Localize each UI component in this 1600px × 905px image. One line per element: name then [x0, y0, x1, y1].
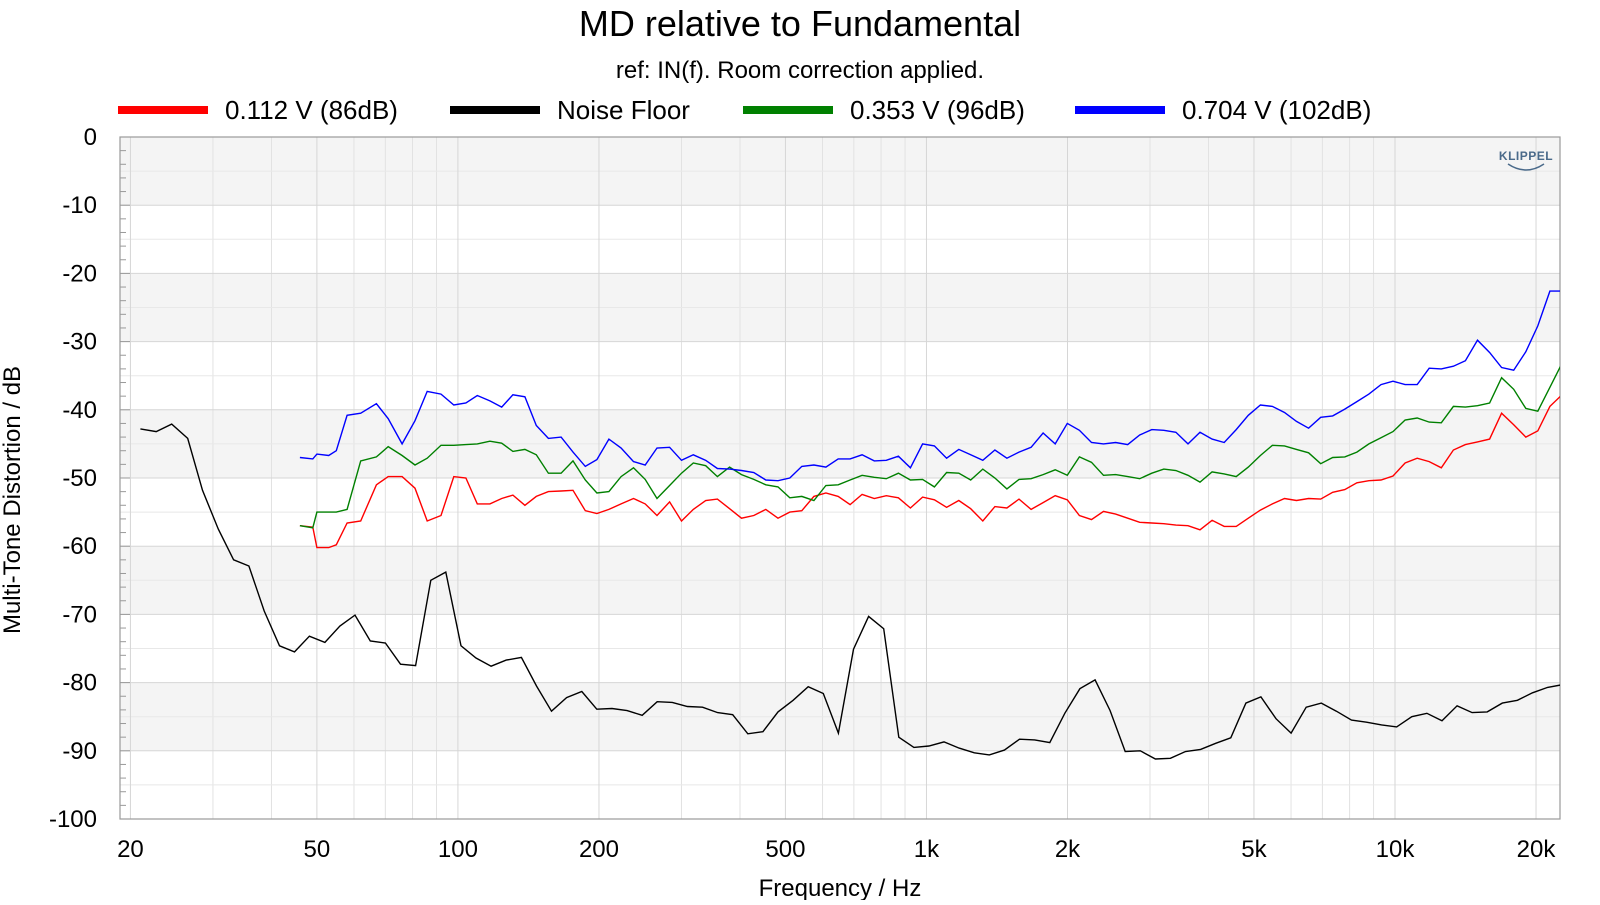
y-tick-label: -10 [62, 192, 97, 219]
x-tick-label: 10k [1376, 836, 1416, 863]
x-tick-label: 200 [579, 836, 619, 863]
x-tick-label: 1k [914, 836, 940, 863]
x-tick-label: 20 [117, 836, 144, 863]
y-tick-label: -60 [62, 533, 97, 560]
legend-label: 0.353 V (96dB) [850, 95, 1025, 125]
series-line [140, 423, 1560, 760]
y-axis-label: Multi-Tone Distortion / dB [0, 366, 26, 634]
x-tick-label: 5k [1241, 836, 1267, 863]
plot-frame [119, 136, 1561, 820]
legend: 0.112 V (86dB) Noise Floor 0.353 V (96dB) 0… [118, 95, 1371, 125]
legend-label: 0.704 V (102dB) [1182, 95, 1371, 125]
y-tick-label: -70 [62, 601, 97, 628]
y-tick-label: -50 [62, 465, 97, 492]
series-line [299, 365, 1560, 529]
x-tick-label: 2k [1055, 836, 1081, 863]
y-tick-label: 0 [84, 124, 97, 151]
plot-area [119, 136, 1561, 820]
chart-title: MD relative to Fundamental [579, 3, 1021, 44]
y-tick-label: -40 [62, 397, 97, 424]
x-tick-label: 50 [304, 836, 331, 863]
y-tick-label: -30 [62, 329, 97, 356]
y-tick-label: -80 [62, 670, 97, 697]
legend-label: 0.112 V (86dB) [225, 95, 398, 125]
y-tick-label: -100 [49, 806, 97, 833]
logo-swoosh [1507, 163, 1545, 171]
series-line [299, 290, 1560, 482]
x-tick-label: 20k [1517, 836, 1557, 863]
y-tick-label: -20 [62, 260, 97, 287]
klippel-logo: KLIPPEL [1499, 149, 1553, 171]
y-tick-label: -90 [62, 738, 97, 765]
chart-subtitle: ref: IN(f). Room correction applied. [616, 57, 984, 84]
x-tick-label: 100 [438, 836, 478, 863]
series-line [299, 395, 1560, 549]
legend-label: Noise Floor [557, 95, 690, 125]
x-axis-label: Frequency / Hz [759, 875, 922, 900]
x-tick-label: 500 [765, 836, 805, 863]
logo-text: KLIPPEL [1499, 149, 1553, 163]
